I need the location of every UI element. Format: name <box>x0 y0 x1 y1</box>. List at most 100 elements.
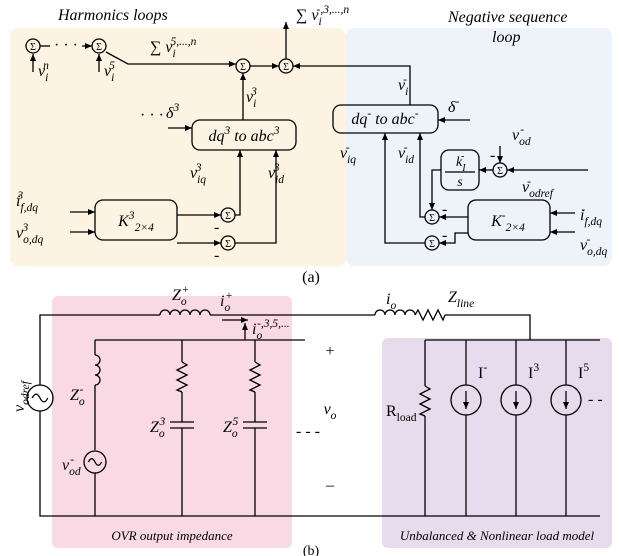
dots: · · · <box>140 107 164 124</box>
label: vo,dq3 <box>16 222 44 246</box>
label-part: 3 <box>533 362 539 374</box>
label-part: -,3,5,... <box>257 318 290 330</box>
wire <box>439 232 468 246</box>
label: K-2×4 <box>490 210 525 234</box>
label-part: 3 <box>158 416 165 428</box>
sum-symbol: Σ <box>283 62 289 73</box>
label: I5 <box>578 362 589 382</box>
label: vi3 <box>246 86 257 110</box>
label-part: + <box>225 290 233 302</box>
label-part: i <box>405 86 408 98</box>
label-part: v <box>104 63 112 80</box>
label-part: line <box>457 298 474 310</box>
label-part: 3 <box>128 210 135 222</box>
dashes: - - - <box>296 423 320 440</box>
label-part: - <box>502 210 506 222</box>
label-part: Z <box>150 419 160 436</box>
label-part: v <box>512 127 520 144</box>
label-part: K <box>490 213 503 230</box>
label: vo <box>324 401 337 422</box>
label: vod- <box>512 124 531 148</box>
label-part: I <box>461 163 466 174</box>
block <box>191 119 297 151</box>
minus-sign: - <box>442 201 447 218</box>
label-part: R <box>386 403 397 420</box>
label-part: o,dq <box>23 234 43 246</box>
label-part: o <box>331 410 337 422</box>
dashes: - - <box>588 391 603 408</box>
wire <box>235 150 279 244</box>
label-part: 3 <box>250 86 257 98</box>
sine <box>87 458 103 466</box>
wire <box>39 314 160 385</box>
label-part: odref <box>20 379 32 405</box>
label-part: δ <box>166 105 174 122</box>
label-part: 3 <box>223 125 230 137</box>
label-part: v <box>16 225 24 242</box>
label-part: 5 <box>232 416 238 428</box>
label-part: o <box>181 296 187 308</box>
label-part: + <box>181 284 189 296</box>
label-part: 3 <box>16 190 23 202</box>
label: Zo- <box>70 384 85 408</box>
label-part: 3 <box>195 162 202 174</box>
label: vodref- <box>522 176 555 200</box>
label: viq3 <box>190 162 206 186</box>
label-part: i <box>580 207 584 224</box>
label-part: 2×4 <box>506 222 526 234</box>
label-part: - <box>587 234 591 246</box>
inductor <box>374 309 416 316</box>
label-part: i <box>319 16 322 28</box>
label: I3 <box>528 362 539 382</box>
label-part: o <box>390 300 396 312</box>
label-part: v <box>11 404 28 412</box>
label-part: to abc <box>230 128 274 145</box>
label-part: - <box>367 108 371 120</box>
label-part: v <box>38 63 46 80</box>
label-part: od <box>519 136 531 148</box>
label: io-,3,5,... <box>252 318 290 342</box>
label-part: -,3,...,n <box>317 4 350 16</box>
sum-symbol: Σ <box>429 213 435 224</box>
label: K32×4 <box>117 210 154 234</box>
sum-symbol: Σ <box>30 42 36 53</box>
label-part: Z <box>70 387 80 404</box>
label: if,dq- <box>580 204 602 228</box>
label: Zo3 <box>150 416 165 440</box>
label-part: f,dq <box>584 216 602 228</box>
label-part: o,dq <box>587 246 607 258</box>
title: Negative sequence <box>447 9 568 26</box>
label-part: k <box>456 155 463 170</box>
label-part: - <box>404 142 408 154</box>
sum-symbol: Σ <box>497 166 503 177</box>
label-part: i <box>111 72 114 84</box>
polarity: + <box>325 343 334 360</box>
label: ∑ vi-,3,...,n <box>296 4 349 28</box>
label-part: - <box>70 454 74 466</box>
label: if,dq3 <box>16 190 38 214</box>
label-part: 5 <box>109 60 115 72</box>
label-part: i <box>16 193 20 210</box>
inductor <box>94 354 101 386</box>
inductor <box>159 309 211 316</box>
label-part: o <box>224 302 230 314</box>
label: vi- <box>398 74 408 98</box>
label: Zo+ <box>172 284 189 308</box>
label-part: v <box>340 145 348 162</box>
negative-region <box>346 28 612 266</box>
label-part: - <box>483 362 487 374</box>
label-part: I <box>478 365 483 382</box>
label-part: Z <box>448 289 458 306</box>
polarity: – <box>325 477 335 494</box>
label-part: 3 <box>273 125 280 137</box>
label-part: o <box>256 330 262 342</box>
label-part: od <box>69 466 81 478</box>
label: δ3 <box>166 102 179 122</box>
minus-sign: - <box>490 147 495 164</box>
label: s <box>457 175 463 190</box>
label-part: - <box>527 176 531 188</box>
label-part: o <box>79 396 85 408</box>
label: vi5 <box>104 60 115 84</box>
label-part: - <box>520 124 524 136</box>
